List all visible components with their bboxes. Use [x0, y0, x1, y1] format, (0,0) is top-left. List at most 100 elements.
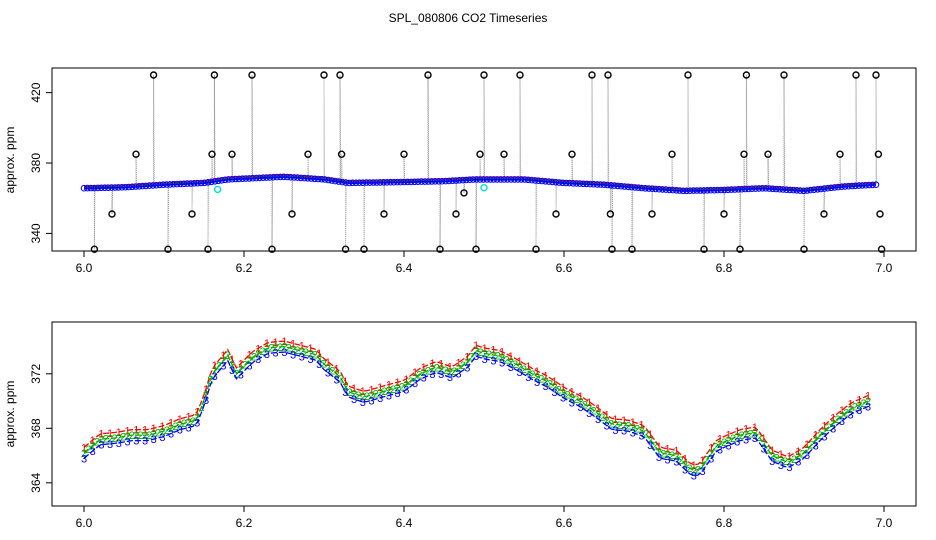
top-axes: 6.0 6.2 6.4 6.6 6.8 7.0 340 380 420	[29, 82, 893, 275]
bottom-data-point: 2	[242, 359, 248, 371]
bottom-data-point: 1	[638, 420, 644, 432]
bottom-data-point: 3	[290, 349, 296, 361]
bottom-data-point: 1	[499, 347, 505, 359]
top-data-point	[659, 186, 666, 193]
bottom-data-point: 2	[782, 456, 788, 468]
bottom-data-point: 2	[665, 449, 671, 461]
bottom-data-point: 3	[342, 387, 348, 399]
bottom-data-point: 2	[412, 373, 418, 385]
bottom-data-point: 1	[368, 384, 374, 396]
bottom-data-point: 3	[299, 352, 305, 364]
bottom-data-point: 2	[207, 375, 213, 387]
top-data-point	[221, 176, 229, 184]
bottom-data-point: 2	[808, 440, 814, 452]
top-data-point	[156, 181, 164, 189]
bottom-data-point: 2	[421, 367, 427, 379]
bottom-data-point: 2	[826, 422, 832, 434]
bottom-data-point: 3	[560, 393, 566, 405]
top-data-point	[586, 180, 594, 188]
bottom-data-point: 3	[577, 402, 583, 414]
bottom-data-point: 3	[778, 460, 784, 472]
bottom-data-point: 3	[848, 409, 854, 421]
bottom-data-point: 1	[743, 424, 749, 436]
bottom-data-point: 1	[621, 415, 627, 427]
bottom-data-point: 1	[795, 446, 801, 458]
top-data-point	[421, 178, 429, 185]
top-data-point	[607, 182, 615, 189]
top-data-point	[404, 178, 412, 186]
bottom-data-point: 2	[686, 463, 692, 475]
top-outlier-point	[500, 150, 508, 158]
top-data-point	[549, 178, 556, 186]
top-data-point	[122, 183, 129, 191]
top-data-point	[153, 181, 160, 189]
bottom-data-point: 2	[704, 454, 710, 466]
bottom-data-point: 3	[133, 436, 139, 448]
top-data-point	[635, 184, 642, 191]
bottom-data-point: 2	[556, 384, 562, 396]
bottom-data-point: 2	[752, 428, 758, 440]
bottom-data-point: 2	[495, 351, 501, 363]
bottom-data-point: 1	[107, 428, 113, 440]
top-outlier-point	[742, 71, 751, 79]
top-data-point	[845, 182, 852, 190]
bottom-data-point: 2	[669, 450, 675, 462]
top-data-point	[790, 186, 797, 194]
top-data-point	[438, 177, 446, 185]
bottom-data-point: 1	[281, 336, 287, 348]
bottom-data-point: 2	[660, 448, 666, 460]
top-data-point	[686, 187, 694, 194]
top-data-point	[132, 183, 139, 190]
top-outlier-point	[248, 71, 256, 79]
bottom-data-point: 2	[194, 412, 200, 424]
top-data-point	[707, 186, 715, 194]
top-outlier-point	[684, 71, 692, 79]
top-data-point	[321, 176, 329, 183]
top-data-point	[473, 176, 480, 183]
bottom-data-point: 2	[625, 421, 631, 433]
top-outlier-point	[132, 150, 140, 158]
bottom-data-point: 2	[116, 432, 122, 444]
bottom-data-point: 2	[560, 387, 566, 399]
top-data-point	[173, 180, 181, 188]
bottom-data-point: 3	[281, 347, 287, 359]
bottom-data-point: 2	[769, 451, 775, 463]
bottom-data-point: 3	[98, 440, 104, 452]
top-data-point	[431, 178, 439, 185]
bottom-data-point: 1	[856, 394, 862, 406]
top-data-point	[383, 179, 391, 186]
top-data-point	[349, 179, 356, 187]
bottom-data-point: 2	[203, 389, 209, 401]
bottom-data-point: 3	[534, 377, 540, 389]
bottom-data-point: 2	[699, 461, 705, 473]
bottom-data-point: 1	[630, 417, 636, 429]
bottom-data-point: 2	[399, 382, 405, 394]
top-y-tick-label: 420	[29, 82, 43, 102]
bottom-data-point: 2	[530, 369, 536, 381]
bottom-data-point: 2	[299, 346, 305, 358]
top-data-point	[648, 185, 656, 192]
bottom-data-point: 2	[486, 349, 492, 361]
top-outlier-point	[337, 150, 346, 158]
top-data-point	[593, 181, 601, 188]
bottom-data-point: 2	[181, 418, 187, 430]
bottom-data-point: 2	[795, 451, 801, 463]
bottom-data-point: 2	[447, 367, 453, 379]
bottom-data-point: 2	[120, 432, 126, 444]
top-outlier-point	[336, 71, 344, 79]
bottom-data-point: 2	[133, 430, 139, 442]
top-data-point	[759, 185, 766, 192]
bottom-data-point: 2	[747, 428, 753, 440]
top-data-point	[662, 186, 670, 193]
top-data-point	[521, 176, 529, 183]
top-data-point	[345, 179, 353, 187]
bottom-data-point: 2	[573, 394, 579, 406]
top-panel: approx. ppm 6.0 6.2 6.4 6.6 6.8 7.0 340 380 420	[3, 67, 917, 275]
top-data-point	[507, 176, 515, 183]
bottom-data-point: 1	[185, 412, 191, 424]
bottom-data-point: 2	[643, 429, 649, 441]
bottom-data-point: 3	[246, 360, 252, 372]
bottom-data-point: 2	[721, 437, 727, 449]
bottom-data-point: 2	[656, 446, 662, 458]
bottom-data-point: 2	[525, 367, 531, 379]
